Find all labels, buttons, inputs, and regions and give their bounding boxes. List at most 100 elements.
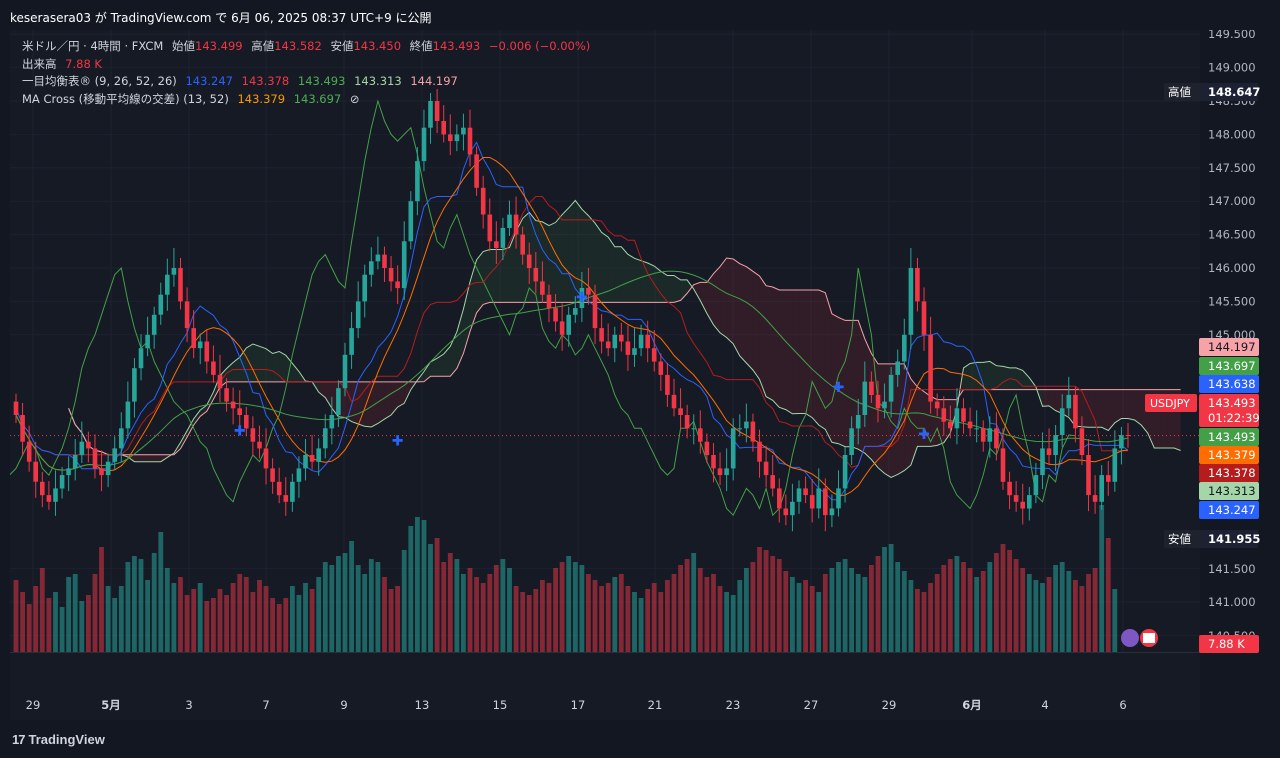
- candle-body: [421, 127, 427, 162]
- candle-body: [987, 428, 993, 442]
- volume-bar: [66, 577, 71, 652]
- hide-indicator-icon[interactable]: ⊘: [349, 91, 360, 106]
- candle-body: [1106, 475, 1111, 482]
- volume-bar: [750, 562, 756, 652]
- ma-cross-marker: ✚: [234, 424, 246, 440]
- volume-bar: [1053, 565, 1058, 652]
- tradingview-logo[interactable]: 17 TradingView: [12, 732, 105, 747]
- volume-bar: [1066, 571, 1072, 652]
- symbol-legend-row[interactable]: 米ドル／円 · 4時間 · FXCM 始値143.499 高値143.582 安…: [22, 38, 595, 56]
- volume-bar: [901, 571, 907, 652]
- candle-body: [855, 415, 861, 429]
- tradingview-logo-text: TradingView: [28, 732, 105, 747]
- candle-body: [138, 348, 144, 369]
- cloud-segment: [963, 363, 971, 390]
- cloud-segment: [134, 454, 142, 462]
- candle-body: [480, 187, 486, 215]
- volume-bar: [704, 577, 710, 652]
- candle-body: [1086, 455, 1091, 496]
- symbol-label[interactable]: 米ドル／円 · 4時間 · FXCM: [22, 39, 164, 53]
- candle-body: [1059, 408, 1065, 435]
- y-tick-label: 149.000: [1208, 61, 1256, 75]
- volume-bar: [421, 520, 427, 652]
- volume-bar: [961, 562, 966, 652]
- volume-bar: [158, 532, 164, 652]
- publish-line: keserasera03 が TradingView.com で 6月 06, …: [10, 11, 432, 25]
- volume-bar: [599, 586, 604, 652]
- candle-body: [401, 241, 407, 289]
- cloud-segment: [779, 290, 786, 410]
- ichimoku-kijun-value: 143.378: [241, 74, 290, 88]
- volume-bar: [237, 574, 243, 652]
- candle-body: [197, 341, 203, 349]
- cloud-segment: [404, 381, 411, 404]
- volume-bar: [303, 583, 308, 652]
- cloud-segment: [621, 246, 628, 303]
- ichimoku-legend-row[interactable]: 一目均衡表® (9, 26, 52, 26) 143.247 143.378 1…: [22, 73, 595, 91]
- cloud-segment: [279, 351, 286, 382]
- ichimoku-spanb-value: 144.197: [410, 74, 458, 88]
- volume-bar: [388, 589, 394, 652]
- cloud-segment: [358, 381, 365, 427]
- candle-body: [592, 294, 598, 329]
- ma-fast-line: [15, 157, 1129, 497]
- volume-bar: [1007, 550, 1012, 652]
- volume-bar: [540, 580, 545, 652]
- ma-cross-legend-row[interactable]: MA Cross (移動平均線の交差) (13, 52) 143.379 143…: [22, 91, 595, 109]
- candle-body: [783, 508, 789, 516]
- y-tick-label: 145.500: [1208, 294, 1256, 308]
- volume-value: 7.88 K: [65, 56, 102, 71]
- chart-area[interactable]: ✚ ✚ ✚ ✚ ✚ 29 5月 3 7 9 13 15 17 21 23 27 29 6月 4 6 149.500 149…: [10, 30, 1260, 720]
- volume-bar: [164, 568, 170, 652]
- candle-body: [678, 408, 683, 415]
- candle-body: [895, 361, 900, 375]
- volume-bar: [461, 574, 466, 652]
- ichimoku-label: 一目均衡表® (9, 26, 52, 26): [22, 74, 177, 88]
- volume-bar: [230, 583, 236, 652]
- candle-body: [105, 461, 111, 476]
- cloud-segment: [443, 346, 451, 377]
- x-tick-label: 6: [1119, 698, 1126, 712]
- ma-cross-label: MA Cross (移動平均線の交差) (13, 52): [22, 91, 229, 106]
- candle-body: [119, 428, 124, 449]
- price-chart[interactable]: ✚ ✚ ✚ ✚ ✚ 29 5月 3 7 9 13 15 17 21 23 27 29 6月 4 6 149.500 149…: [10, 30, 1280, 720]
- candle-body: [204, 341, 210, 362]
- candle-body: [1066, 394, 1072, 409]
- cloud-segment: [1134, 389, 1142, 425]
- cloud-segment: [634, 258, 642, 303]
- volume-bar: [888, 544, 894, 652]
- cloud-segment: [667, 275, 674, 303]
- candle-body: [941, 408, 947, 422]
- cloud-segment: [1055, 389, 1063, 414]
- volume-bar: [855, 574, 861, 652]
- volume-bar: [224, 595, 229, 652]
- volume-legend-row[interactable]: 出来高 7.88 K: [22, 56, 595, 74]
- volume-bar: [987, 562, 993, 652]
- symbol-tag-bg: [1145, 394, 1197, 412]
- y-tick-label: 141.000: [1208, 595, 1256, 609]
- volume-bar: [632, 592, 637, 652]
- cloud-segment: [141, 454, 148, 462]
- cloud-segment: [1095, 389, 1102, 428]
- cloud-segment: [548, 222, 556, 303]
- cloud-segment: [759, 276, 767, 397]
- volume-bar: [1033, 580, 1039, 652]
- price-label-bg: [1199, 409, 1259, 427]
- cloud-segment: [1042, 389, 1050, 407]
- candle-body: [33, 461, 38, 482]
- volume-bar: [546, 583, 552, 652]
- volume-bar: [1112, 589, 1118, 652]
- volume-bar: [197, 583, 203, 652]
- cloud-segment: [746, 266, 753, 371]
- volume-bar: [744, 568, 749, 652]
- candle-body: [711, 455, 716, 469]
- candle-body: [500, 227, 506, 248]
- candle-body: [849, 428, 854, 455]
- candle-body: [750, 421, 756, 442]
- cloud-segment: [831, 313, 839, 444]
- candle-body: [625, 341, 631, 355]
- candle-body: [803, 488, 808, 496]
- volume-bar: [625, 586, 631, 652]
- cloud-segment: [680, 279, 688, 301]
- volume-bar: [776, 559, 782, 652]
